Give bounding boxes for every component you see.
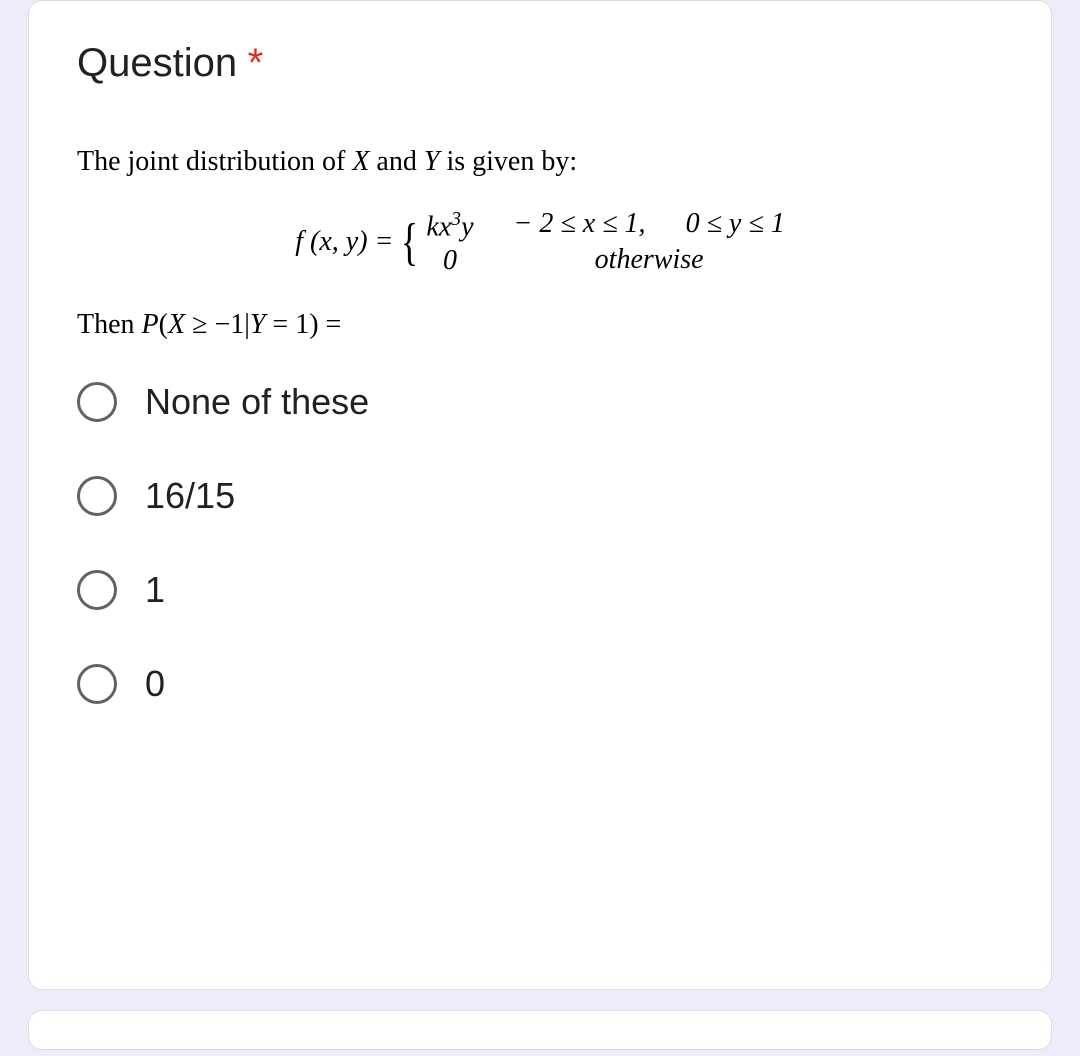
option-label: 1 <box>145 569 165 611</box>
formula: f (x, y) = { kx3y 0 − 2 ≤ x ≤ 1, 0 ≤ y ≤… <box>77 206 1003 279</box>
case-1: kx3y <box>426 208 473 244</box>
next-question-card-peek <box>28 1010 1052 1050</box>
option-label: 16/15 <box>145 475 235 517</box>
then-line: Then P(X ≥ −1|Y = 1) = <box>77 309 1003 341</box>
radio-icon[interactable] <box>77 570 117 610</box>
radio-icon[interactable] <box>77 476 117 516</box>
case-2: 0 <box>426 244 473 278</box>
option-label: None of these <box>145 381 369 423</box>
question-title: Question <box>77 41 237 85</box>
brace-icon: { <box>401 222 418 264</box>
radio-icon[interactable] <box>77 382 117 422</box>
cond-otherwise: otherwise <box>595 242 704 278</box>
option-label: 0 <box>145 663 165 705</box>
required-asterisk: * <box>248 41 264 85</box>
cond-y: 0 ≤ y ≤ 1 <box>686 206 785 242</box>
options-group: None of these 16/15 1 0 <box>77 381 1003 705</box>
radio-icon[interactable] <box>77 664 117 704</box>
formula-cases: kx3y 0 <box>426 208 473 278</box>
option-16-15[interactable]: 16/15 <box>77 475 1003 517</box>
question-card: Question * The joint distribution of X a… <box>28 0 1052 990</box>
formula-func: f (x, y) = <box>295 226 393 258</box>
option-1[interactable]: 1 <box>77 569 1003 611</box>
option-0[interactable]: 0 <box>77 663 1003 705</box>
formula-conditions: − 2 ≤ x ≤ 1, 0 ≤ y ≤ 1 otherwise <box>514 206 785 279</box>
question-title-row: Question * <box>77 41 1003 86</box>
option-none[interactable]: None of these <box>77 381 1003 423</box>
formula-lhs: f (x, y) = { kx3y 0 <box>295 208 473 278</box>
question-prompt: The joint distribution of X and Y is giv… <box>77 146 1003 178</box>
cond-x: − 2 ≤ x ≤ 1, <box>514 206 646 242</box>
